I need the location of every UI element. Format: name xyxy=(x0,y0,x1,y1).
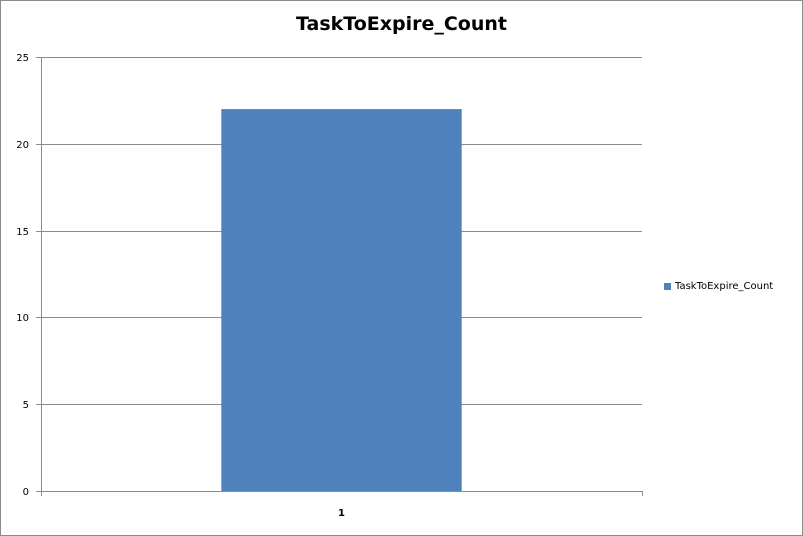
y-tick-label: 25 xyxy=(16,53,29,64)
y-tick-label: 0 xyxy=(23,487,29,498)
y-tick-label: 15 xyxy=(16,227,29,238)
bar xyxy=(221,109,462,491)
y-tick-label: 5 xyxy=(23,400,29,411)
x-tick-labels: 1 xyxy=(338,508,345,519)
legend-swatch xyxy=(664,283,671,290)
y-tick-labels: 0 5 10 15 20 25 xyxy=(16,53,29,498)
y-tick-label: 10 xyxy=(16,313,29,324)
y-tick-label: 20 xyxy=(16,140,29,151)
legend: TaskToExpire_Count xyxy=(664,281,773,292)
chart-title: TaskToExpire_Count xyxy=(295,13,507,35)
bars xyxy=(221,109,462,491)
axes xyxy=(36,57,643,496)
legend-label: TaskToExpire_Count xyxy=(675,281,774,292)
x-tick-label: 1 xyxy=(338,508,345,519)
